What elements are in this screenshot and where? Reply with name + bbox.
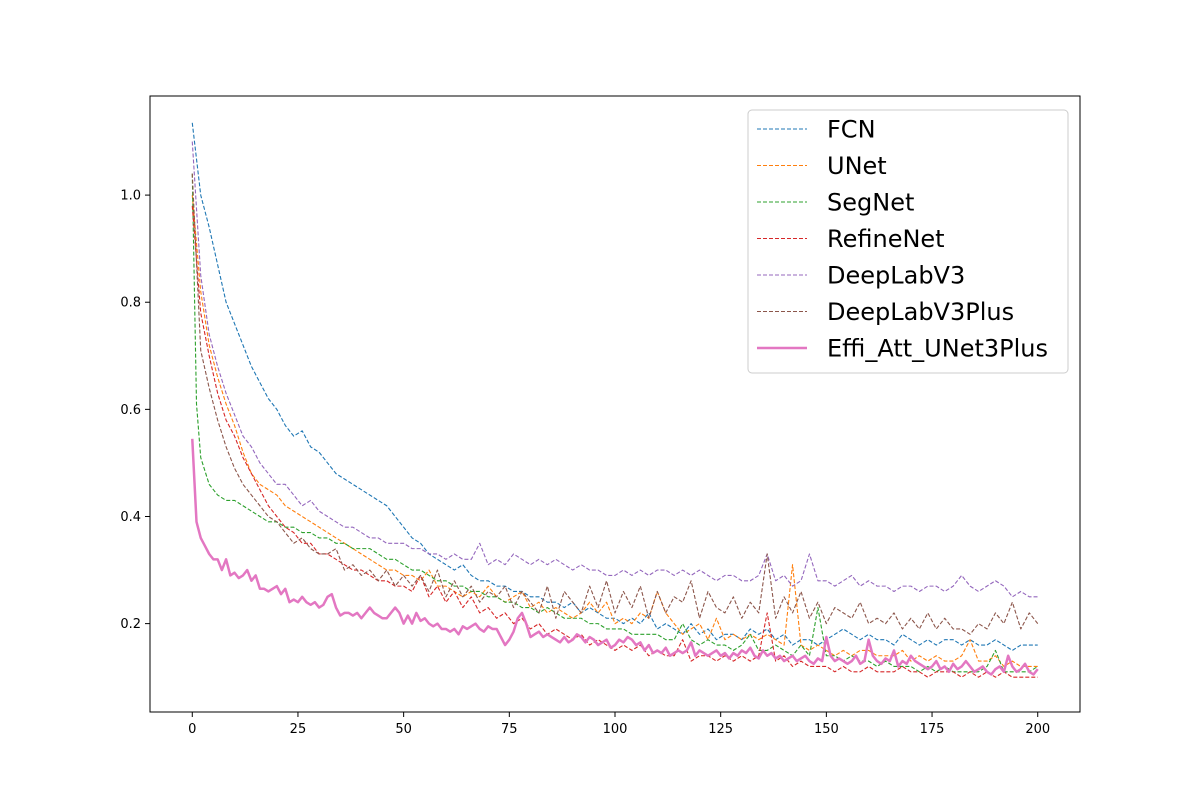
x-tick-label: 200 <box>1025 722 1050 737</box>
legend-label: Effi_Att_UNet3Plus <box>827 335 1048 363</box>
x-tick-label: 75 <box>501 722 518 737</box>
x-tick-label: 0 <box>188 722 196 737</box>
x-tick-label: 150 <box>814 722 839 737</box>
legend: FCN UNet SegNet RefineNet DeepLabV3 DeepLabV3… <box>747 109 1069 374</box>
y-axis: 0.2 0.4 0.6 0.8 1.0 <box>120 189 150 632</box>
legend-label: FCN <box>827 116 876 144</box>
x-tick-label: 125 <box>708 722 733 737</box>
legend-box <box>747 109 1069 374</box>
series-line-refinenet <box>191 205 1038 678</box>
y-tick-label: 0.2 <box>120 617 141 632</box>
x-tick-label: 50 <box>395 722 412 737</box>
series-layer <box>191 122 1039 678</box>
x-tick-label: 100 <box>603 722 628 737</box>
legend-label: DeepLabV3 <box>827 262 965 290</box>
y-tick-label: 0.4 <box>120 510 141 525</box>
series-line-deeplabv3 <box>191 141 1038 598</box>
x-axis: 0 25 50 75 100 125 150 175 200 <box>188 712 1050 737</box>
series-line-fcn <box>191 122 1038 651</box>
x-tick-label: 175 <box>920 722 945 737</box>
y-tick-label: 1.0 <box>120 189 141 204</box>
legend-label: UNet <box>827 152 887 180</box>
x-tick-label: 25 <box>290 722 307 737</box>
series-line-deeplabv3plus <box>191 173 1039 635</box>
series-line-effi-att-unet3plus <box>191 438 1039 676</box>
series-line-unet <box>191 195 1038 668</box>
series-line-segnet <box>191 173 1039 673</box>
legend-label: DeepLabV3Plus <box>827 298 1014 326</box>
y-tick-label: 0.8 <box>120 296 141 311</box>
y-tick-label: 0.6 <box>120 403 141 418</box>
legend-label: RefineNet <box>827 225 945 253</box>
legend-label: SegNet <box>827 189 914 217</box>
